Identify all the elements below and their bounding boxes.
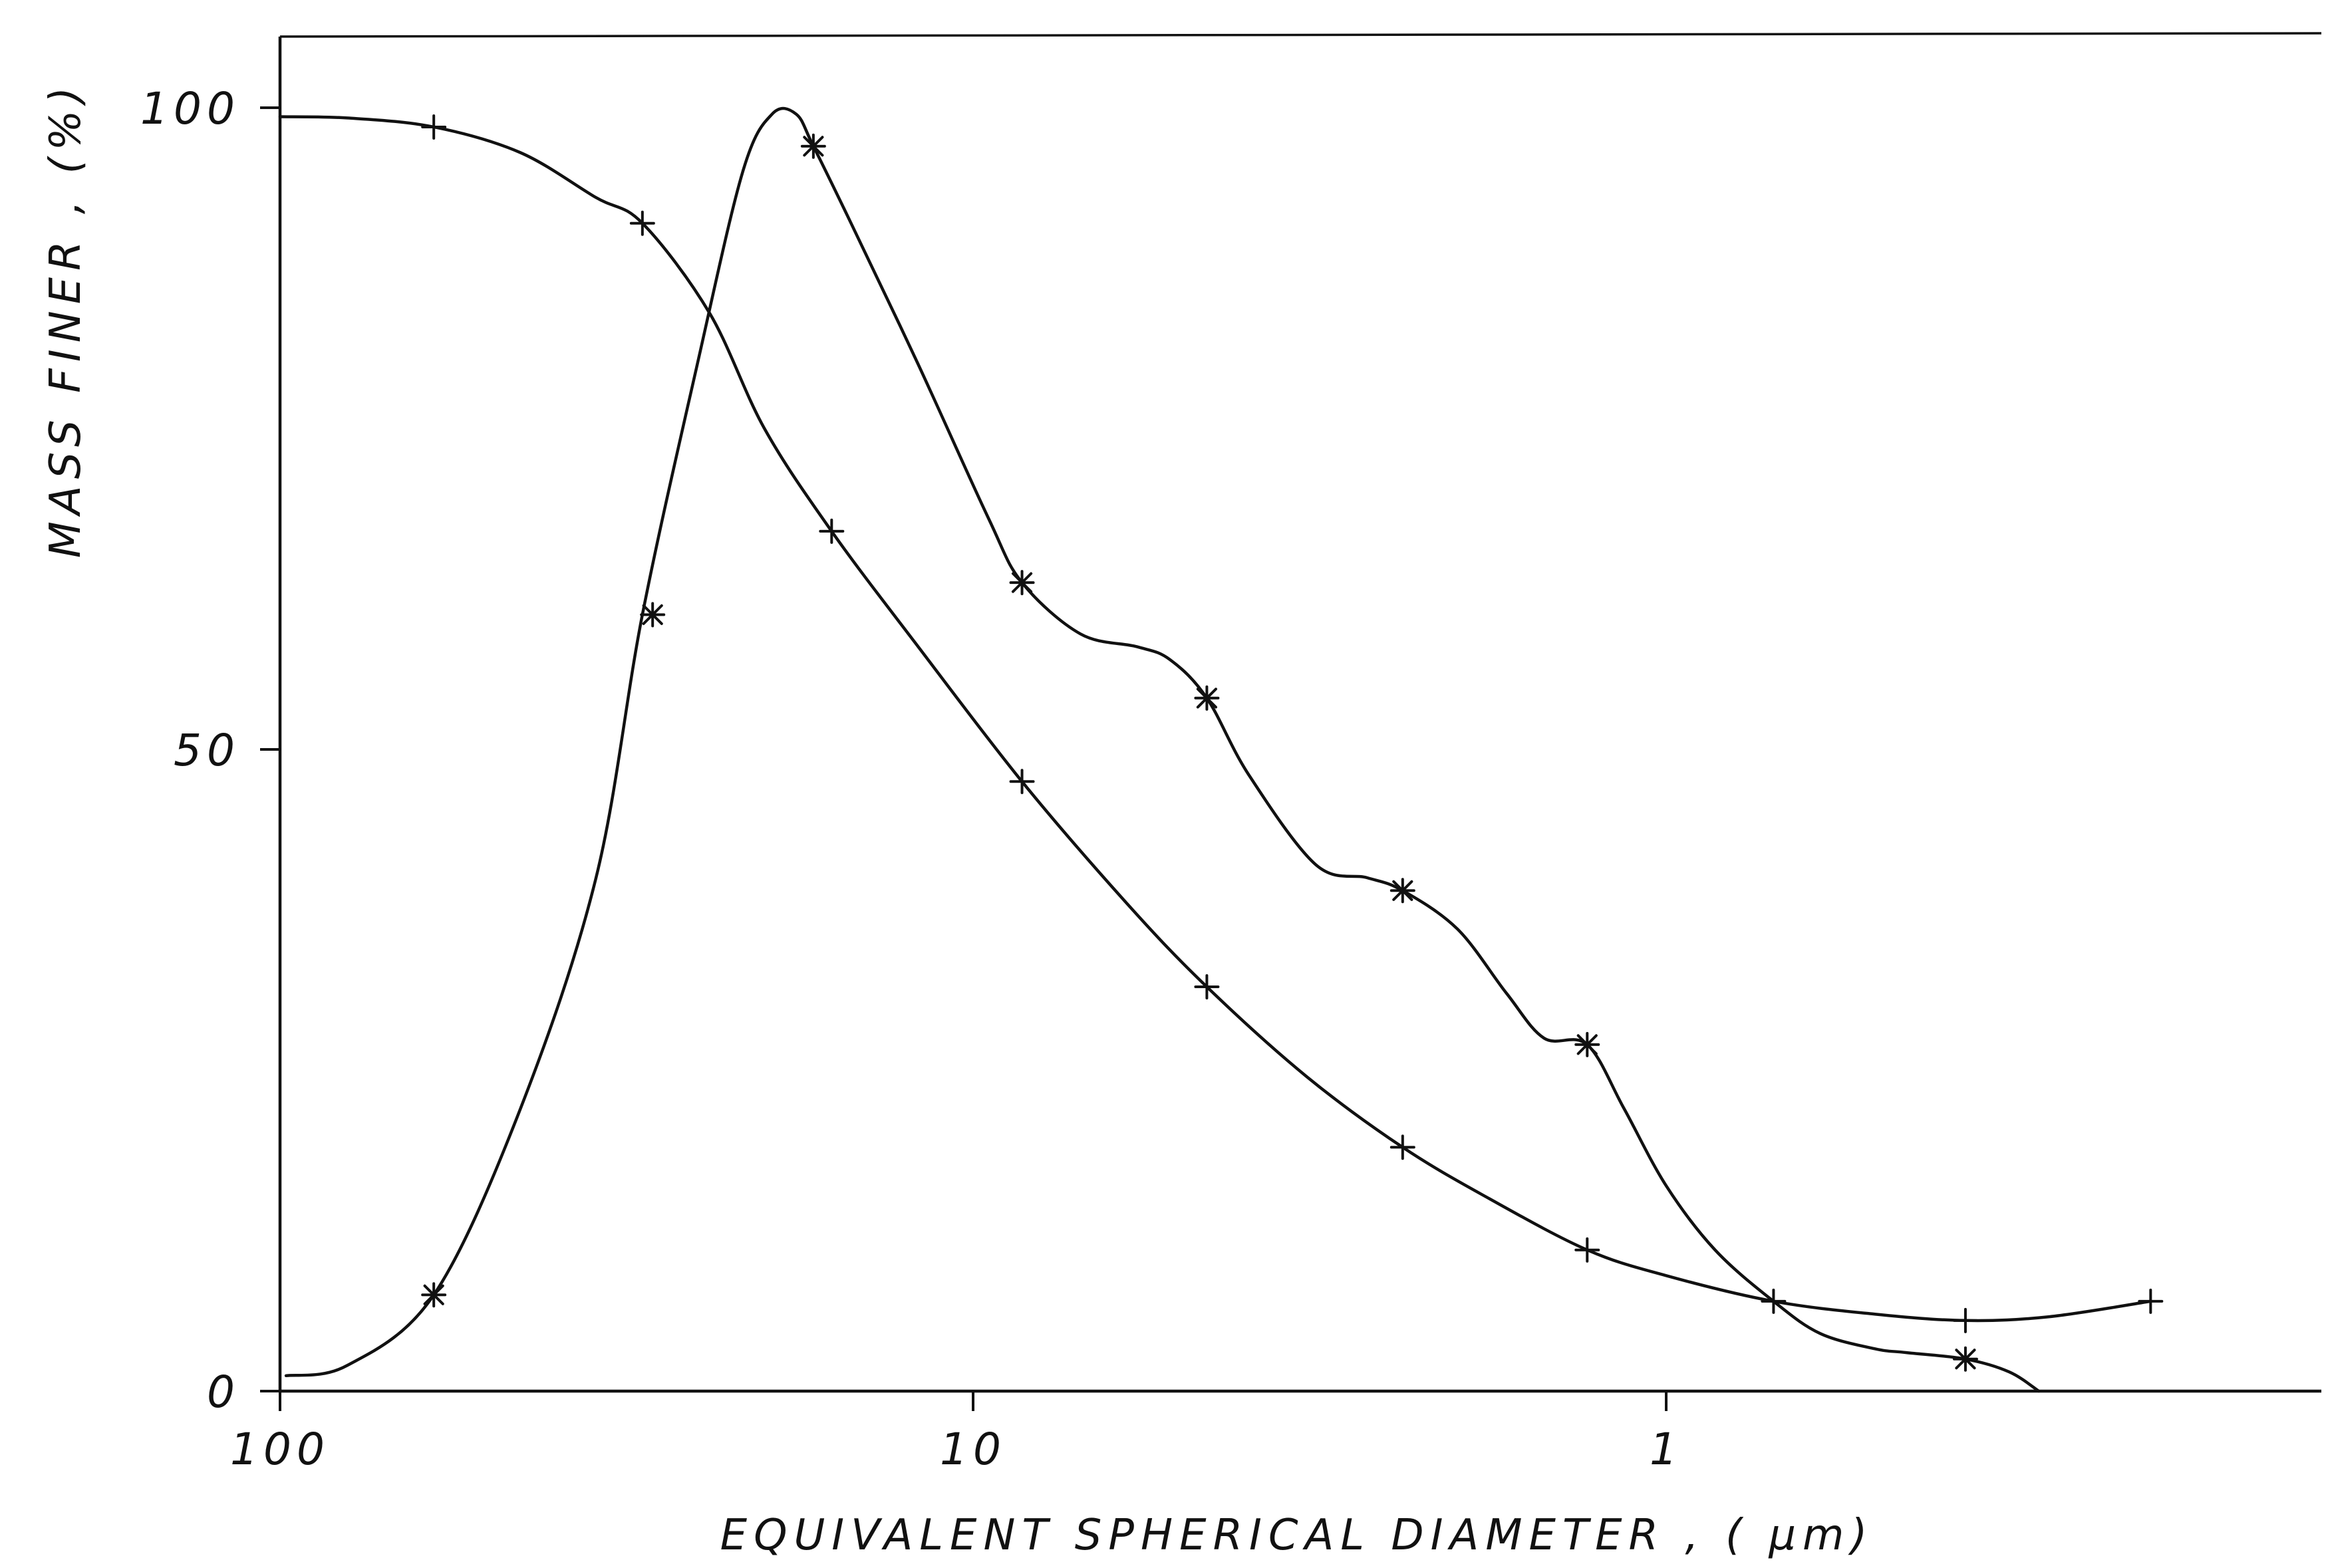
- y-tick-label: 0: [207, 1367, 240, 1418]
- asterisk-data-point: [1389, 878, 1415, 904]
- plus-data-point: [1952, 1307, 1978, 1333]
- plus-data-point: [1194, 974, 1220, 1000]
- markers-layer: [421, 114, 2164, 1372]
- asterisk-data-point: [1009, 570, 1035, 596]
- asterisk-data-point: [1574, 1031, 1600, 1057]
- plus-data-point: [421, 114, 447, 140]
- y-tick-label: 100: [140, 83, 240, 134]
- x-tick-label: 1: [1650, 1424, 1683, 1475]
- x-tick-label: 10: [940, 1424, 1006, 1475]
- plot-frame: [278, 32, 2322, 1393]
- plus-data-point: [1574, 1237, 1600, 1263]
- asterisk-data-point: [421, 1282, 447, 1308]
- plus-data-point: [1009, 769, 1035, 795]
- plus-data-point: [629, 210, 655, 236]
- plot-top-border: [279, 32, 2322, 38]
- x-tick-label: 100: [230, 1424, 330, 1475]
- plus-data-point: [1761, 1288, 1787, 1314]
- curves-layer: [278, 106, 2152, 1393]
- frequency-curve: [284, 106, 2041, 1393]
- asterisk-data-point: [1194, 685, 1220, 711]
- asterisk-data-point: [800, 133, 826, 159]
- y-axis-title: MASS FINER , (%): [41, 80, 90, 559]
- plus-data-point: [2138, 1288, 2164, 1314]
- x-axis-title: EQUIVALENT SPHERICAL DIAMETER , ( μm): [720, 1511, 1874, 1560]
- asterisk-data-point: [640, 602, 666, 628]
- asterisk-data-point: [1952, 1346, 1978, 1372]
- y-tick-label: 50: [174, 725, 240, 776]
- plus-data-point: [1389, 1134, 1415, 1160]
- cumulative-mass-finer-curve: [278, 115, 2152, 1323]
- plus-data-point: [819, 518, 845, 544]
